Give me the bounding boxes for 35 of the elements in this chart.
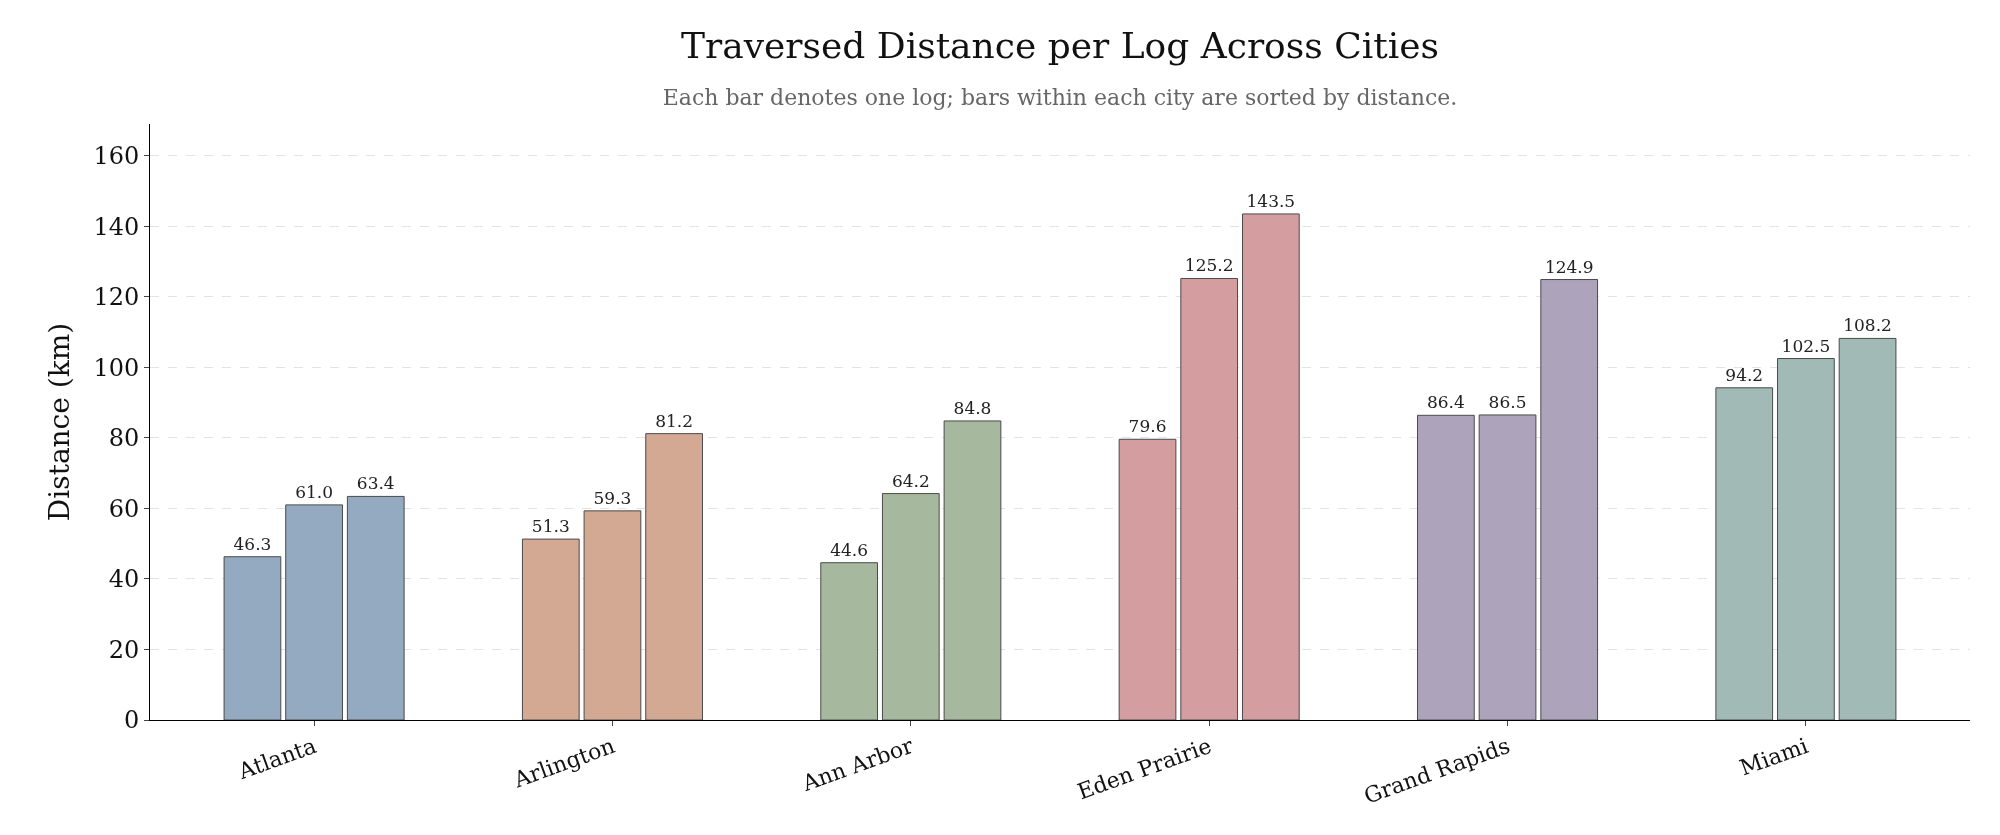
data-label: 46.3 [233,533,272,554]
chart-subtitle: Each bar denotes one log; bars within each city are sorted by distance. [662,85,1458,111]
data-label: 81.2 [655,410,694,431]
y-tick-label: 20 [108,635,140,664]
y-tick-label: 100 [93,353,140,382]
data-label: 51.3 [531,516,570,537]
y-tick-label: 0 [123,706,140,735]
data-label: 86.4 [1426,392,1465,413]
data-label: 63.4 [356,473,395,494]
x-tick-label: Grand Rapids [1360,732,1514,809]
x-tick-label: Miami [1736,732,1812,781]
data-label: 84.8 [953,397,992,418]
y-axis-title: Distance (km) [43,322,77,522]
y-tick-label: 120 [93,283,140,312]
data-label: 108.2 [1843,315,1892,336]
data-label: 79.6 [1128,416,1167,437]
data-label: 61.0 [295,481,334,502]
x-tick-label: Ann Arbor [798,732,917,797]
data-label: 64.2 [891,470,930,491]
data-label: 86.5 [1488,391,1527,412]
data-label: 94.2 [1725,364,1764,385]
data-label: 59.3 [593,487,632,508]
data-label: 143.5 [1246,190,1296,211]
y-tick-label: 40 [108,565,140,594]
y-tick-label: 80 [108,424,140,453]
y-tick-label: 60 [108,494,140,523]
data-label: 125.2 [1184,255,1234,276]
y-tick-label: 140 [93,212,140,241]
data-label: 124.9 [1544,256,1594,277]
data-label: 44.6 [830,539,869,560]
chart-title: Traversed Distance per Log Across Cities [680,25,1440,67]
data-label: 102.5 [1781,335,1831,356]
x-tick-label: Atlanta [234,732,320,785]
y-tick-label: 160 [93,142,140,171]
x-tick-label: Eden Prairie [1074,732,1215,805]
